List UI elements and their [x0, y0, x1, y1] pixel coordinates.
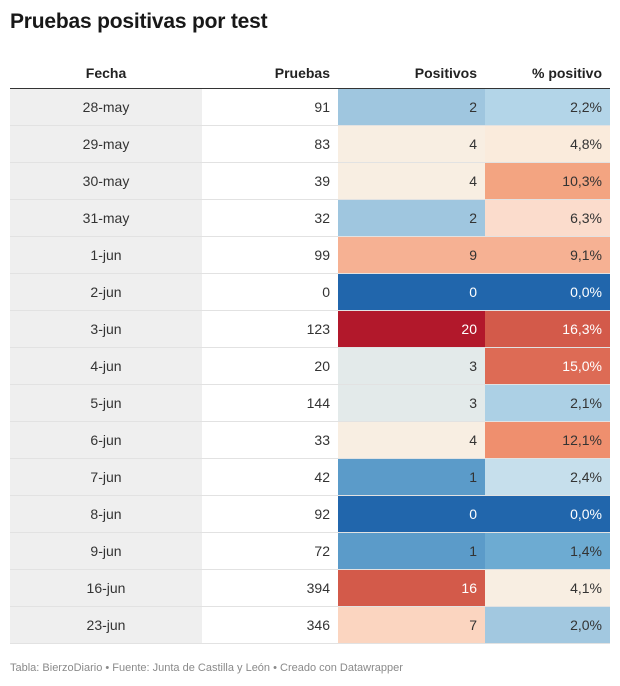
cell-pruebas: 72	[202, 532, 338, 570]
cell-positivos: 1	[338, 532, 485, 570]
table-row: 30-may 39 4 10,3%	[10, 162, 610, 200]
table-row: 28-may 91 2 2,2%	[10, 88, 610, 126]
table-row: 29-may 83 4 4,8%	[10, 125, 610, 163]
cell-pct-positivo: 0,0%	[485, 495, 610, 533]
cell-fecha: 31-may	[10, 199, 202, 237]
header-fecha[interactable]: Fecha	[10, 58, 202, 89]
cell-fecha: 9-jun	[10, 532, 202, 570]
cell-positivos: 4	[338, 162, 485, 200]
cell-pruebas: 346	[202, 606, 338, 644]
table-row: 9-jun 72 1 1,4%	[10, 532, 610, 570]
cell-pct-positivo: 0,0%	[485, 273, 610, 311]
table-row: 7-jun 42 1 2,4%	[10, 458, 610, 496]
table-row: 2-jun 0 0 0,0%	[10, 273, 610, 311]
cell-fecha: 7-jun	[10, 458, 202, 496]
cell-pruebas: 83	[202, 125, 338, 163]
cell-fecha: 8-jun	[10, 495, 202, 533]
table-row: 1-jun 99 9 9,1%	[10, 236, 610, 274]
cell-pruebas: 99	[202, 236, 338, 274]
cell-pct-positivo: 2,1%	[485, 384, 610, 422]
cell-positivos: 4	[338, 125, 485, 163]
header-pct-positivo[interactable]: % positivo	[485, 58, 610, 89]
cell-pct-positivo: 10,3%	[485, 162, 610, 200]
cell-positivos: 9	[338, 236, 485, 274]
cell-fecha: 1-jun	[10, 236, 202, 274]
cell-fecha: 28-may	[10, 88, 202, 126]
table-body: 28-may 91 2 2,2% 29-may 83 4 4,8% 30-may 39 4 10,3%…	[10, 88, 610, 644]
cell-positivos: 2	[338, 88, 485, 126]
cell-fecha: 5-jun	[10, 384, 202, 422]
cell-pct-positivo: 4,1%	[485, 569, 610, 607]
cell-positivos: 20	[338, 310, 485, 348]
source-note: Tabla: BierzoDiario • Fuente: Junta de C…	[10, 662, 403, 674]
cell-pruebas: 394	[202, 569, 338, 607]
cell-pruebas: 91	[202, 88, 338, 126]
cell-pruebas: 42	[202, 458, 338, 496]
cell-pct-positivo: 2,0%	[485, 606, 610, 644]
cell-positivos: 4	[338, 421, 485, 459]
cell-pct-positivo: 9,1%	[485, 236, 610, 274]
cell-positivos: 2	[338, 199, 485, 237]
cell-pruebas: 144	[202, 384, 338, 422]
cell-positivos: 16	[338, 569, 485, 607]
cell-fecha: 23-jun	[10, 606, 202, 644]
table-row: 8-jun 92 0 0,0%	[10, 495, 610, 533]
cell-pct-positivo: 6,3%	[485, 199, 610, 237]
data-table: Fecha Pruebas Positivos % positivo 28-ma…	[10, 58, 610, 644]
cell-pruebas: 123	[202, 310, 338, 348]
cell-pct-positivo: 16,3%	[485, 310, 610, 348]
table-row: 4-jun 20 3 15,0%	[10, 347, 610, 385]
cell-fecha: 16-jun	[10, 569, 202, 607]
cell-pruebas: 0	[202, 273, 338, 311]
table-row: 5-jun 144 3 2,1%	[10, 384, 610, 422]
cell-fecha: 29-may	[10, 125, 202, 163]
cell-pct-positivo: 1,4%	[485, 532, 610, 570]
cell-pruebas: 92	[202, 495, 338, 533]
cell-pruebas: 33	[202, 421, 338, 459]
cell-pruebas: 20	[202, 347, 338, 385]
cell-fecha: 30-may	[10, 162, 202, 200]
cell-positivos: 0	[338, 495, 485, 533]
cell-positivos: 7	[338, 606, 485, 644]
cell-positivos: 0	[338, 273, 485, 311]
cell-pruebas: 39	[202, 162, 338, 200]
cell-pct-positivo: 2,4%	[485, 458, 610, 496]
cell-positivos: 3	[338, 347, 485, 385]
cell-pct-positivo: 2,2%	[485, 88, 610, 126]
header-row: Fecha Pruebas Positivos % positivo	[10, 58, 610, 89]
cell-positivos: 1	[338, 458, 485, 496]
cell-pct-positivo: 15,0%	[485, 347, 610, 385]
cell-fecha: 6-jun	[10, 421, 202, 459]
table-row: 23-jun 346 7 2,0%	[10, 606, 610, 644]
cell-fecha: 3-jun	[10, 310, 202, 348]
cell-fecha: 4-jun	[10, 347, 202, 385]
table-row: 3-jun 123 20 16,3%	[10, 310, 610, 348]
header-positivos[interactable]: Positivos	[338, 58, 485, 89]
cell-pct-positivo: 12,1%	[485, 421, 610, 459]
header-pruebas[interactable]: Pruebas	[202, 58, 338, 89]
table-row: 6-jun 33 4 12,1%	[10, 421, 610, 459]
cell-pct-positivo: 4,8%	[485, 125, 610, 163]
cell-fecha: 2-jun	[10, 273, 202, 311]
chart-title: Pruebas positivas por test	[10, 10, 268, 33]
table-row: 31-may 32 2 6,3%	[10, 199, 610, 237]
cell-pruebas: 32	[202, 199, 338, 237]
table-row: 16-jun 394 16 4,1%	[10, 569, 610, 607]
cell-positivos: 3	[338, 384, 485, 422]
